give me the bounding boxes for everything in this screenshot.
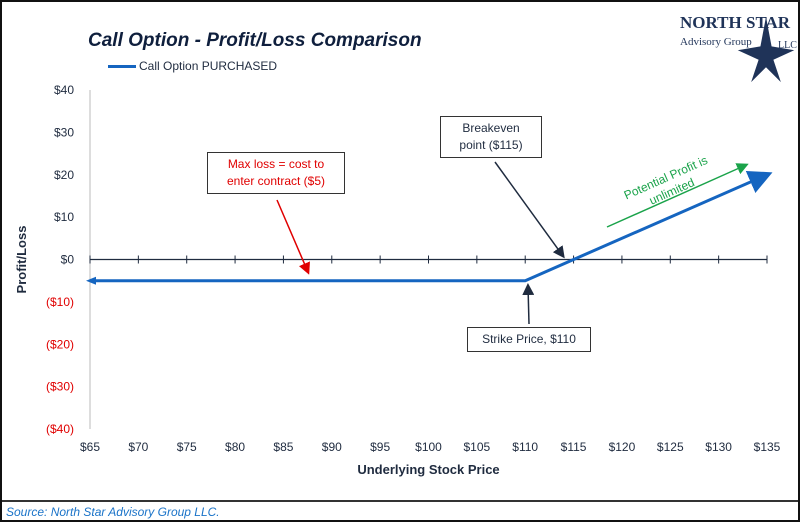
breakeven-annotation: Breakeven point ($115) [440,116,542,158]
y-tick-label: ($40) [46,422,74,436]
north-star-logo: NORTH STAR Advisory Group LLC [678,6,798,86]
legend-label: Call Option PURCHASED [139,59,278,73]
star-icon [734,13,798,85]
strike-annotation: Strike Price, $110 [467,327,591,352]
max-loss-annotation: Max loss = cost to enter contract ($5) [207,152,345,194]
legend-swatch [108,64,136,68]
y-tick-label: ($10) [46,295,74,309]
x-tick-label: $65 [80,440,100,454]
max-loss-arrow [276,199,310,275]
x-axis-label: Underlying Stock Price [357,462,499,477]
y-tick-label: $20 [54,168,74,182]
x-tick-label: $95 [370,440,390,454]
logo-wordmark: NORTH STAR [680,13,791,32]
chart-title: Call Option - Profit/Loss Comparison [88,30,422,51]
x-tick-label: $105 [464,440,491,454]
y-tick-label: $0 [61,253,75,267]
y-tick-label: $10 [54,210,74,224]
x-tick-label: $80 [225,440,245,454]
x-tick-label: $130 [705,440,732,454]
profit-arrow [606,163,749,228]
left-arrowhead [86,276,96,285]
y-tick-label: $40 [54,83,74,97]
chart-svg: $65 $70 $75 $80 $85 $90 $95 $100 $105 $110 $115 $12… [14,83,781,477]
x-tick-label: $135 [754,440,781,454]
y-axis-label: Profit/Loss [14,226,29,294]
y-tick-label: ($20) [46,337,74,351]
logo-subtitle: Advisory Group [680,36,752,48]
legend: Call Option PURCHASED [108,59,277,73]
x-tick-label: $70 [128,440,148,454]
strike-arrow [522,283,535,325]
y-tick-label: ($30) [46,380,74,394]
x-tick-label: $120 [609,440,636,454]
x-tick-label: $125 [657,440,684,454]
source-note: Source: North Star Advisory Group LLC. [2,500,798,520]
x-tick-label: $100 [415,440,442,454]
breakeven-arrow [494,161,565,259]
x-tick-label: $90 [322,440,342,454]
logo-llc: LLC [778,40,797,51]
x-tick-label: $110 [512,440,538,454]
x-tick-label: $85 [273,440,293,454]
y-tick-label: $30 [54,125,74,139]
x-tick-label: $75 [177,440,197,454]
x-tick-label: $115 [561,440,587,454]
